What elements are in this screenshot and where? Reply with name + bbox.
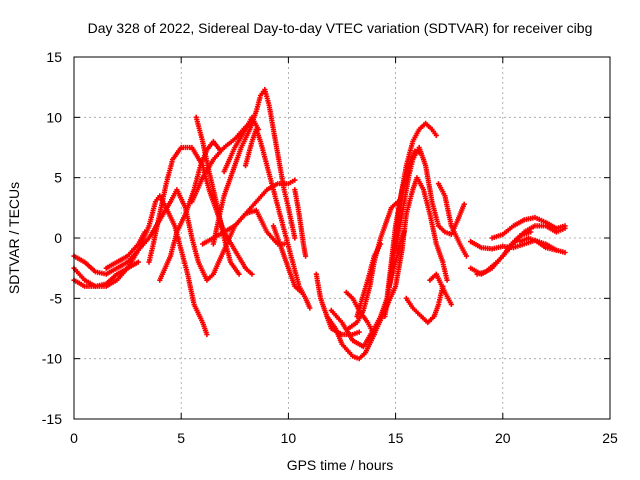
x-tick-label: 15 (388, 430, 404, 446)
data-point-markers (393, 144, 467, 253)
y-tick-label: 10 (46, 109, 62, 125)
y-tick-label: 0 (54, 230, 62, 246)
series-arc-24 (403, 283, 446, 326)
series-arc-14 (292, 187, 309, 259)
data-point-markers (474, 229, 534, 277)
series-arc-10 (221, 114, 261, 175)
series-arc-26 (435, 181, 469, 259)
x-tick-label: 10 (281, 430, 297, 446)
data-point-markers (221, 114, 261, 175)
series-arc-20 (354, 241, 384, 319)
data-point-markers (292, 187, 309, 259)
series-arc-11 (200, 207, 287, 247)
data-point-markers (386, 229, 407, 289)
y-axis-label: SDTVAR / TECUs (6, 182, 22, 294)
x-tick-label: 0 (70, 430, 78, 446)
series-arc-25 (427, 271, 454, 307)
data-point-markers (435, 181, 469, 259)
data-point-markers (427, 271, 454, 307)
data-point-markers (324, 175, 450, 362)
y-tick-label: 5 (54, 170, 62, 186)
data-point-markers (517, 235, 559, 253)
data-point-markers (270, 223, 304, 295)
data-point-markers (157, 138, 223, 283)
y-tick-labels: -15 -10 -5 0 5 10 15 (42, 49, 62, 427)
chart-title: Day 328 of 2022, Sidereal Day-to-day VTE… (88, 20, 593, 36)
y-tick-label: -10 (42, 351, 62, 367)
series-arc-12 (242, 126, 313, 311)
series-arc-16 (324, 175, 450, 362)
x-tick-label: 20 (495, 430, 511, 446)
plot-frame (73, 56, 611, 420)
series-arc-9 (193, 114, 242, 277)
data-point-markers (489, 214, 568, 241)
data-point-markers (403, 283, 446, 326)
y-tick-label: -5 (50, 290, 63, 306)
series-arc-13 (270, 223, 304, 295)
data-point-markers (103, 229, 148, 271)
series-arc-6 (157, 138, 223, 283)
x-tick-label: 25 (602, 430, 618, 446)
data-point-markers (200, 207, 287, 247)
series-arc-22 (393, 144, 467, 253)
data-point-markers (242, 126, 313, 311)
data-point-markers (193, 114, 242, 277)
x-axis-label: GPS time / hours (287, 457, 394, 473)
x-tick-label: 5 (177, 430, 185, 446)
y-tick-label: 15 (46, 49, 62, 65)
y-tick-label: -15 (42, 411, 62, 427)
series-arc-29 (474, 229, 534, 277)
x-tick-labels: 0 5 10 15 20 25 (70, 430, 618, 446)
data-marks (71, 87, 568, 362)
series-arc-4 (103, 229, 148, 271)
series-arc-30 (489, 214, 568, 241)
series-arc-23 (386, 229, 407, 289)
series-arc-31 (517, 235, 559, 253)
data-point-markers (354, 241, 384, 319)
